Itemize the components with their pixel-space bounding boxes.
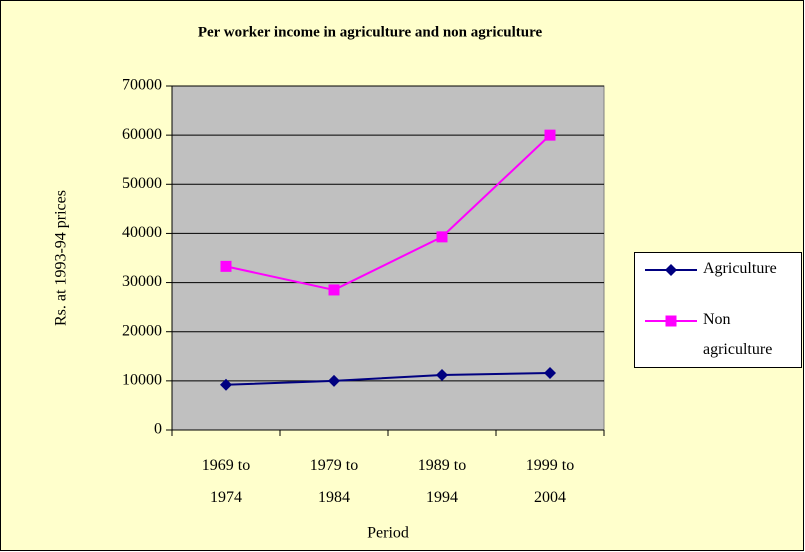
- marker: [665, 264, 677, 276]
- y-tick-label: 60000: [122, 126, 162, 143]
- marker: [436, 231, 448, 243]
- marker: [328, 284, 340, 296]
- x-tick-label: 1999 to 2004: [525, 457, 575, 506]
- x-tick-label: 1979 to 1984: [309, 457, 359, 506]
- x-axis-title: Period: [367, 525, 409, 542]
- legend-box: [634, 252, 802, 368]
- y-tick-label: 20000: [122, 322, 162, 339]
- marker: [328, 374, 340, 387]
- line: [225, 134, 551, 291]
- y-tick-label: 10000: [122, 372, 162, 389]
- y-tick-label: 40000: [122, 224, 162, 241]
- marker: [220, 378, 232, 391]
- legend-label: Agriculture: [703, 260, 777, 277]
- marker: [665, 315, 677, 327]
- marker: [544, 129, 556, 141]
- marker: [220, 260, 232, 272]
- legend-label: Non agriculture: [703, 311, 773, 358]
- chart-title: Per worker income in agriculture and non…: [198, 24, 543, 40]
- marker: [436, 368, 448, 381]
- y-tick-label: 30000: [122, 273, 162, 290]
- x-tick-label: 1969 to 1974: [201, 457, 251, 506]
- x-tick-label: 1989 to 1994: [417, 457, 467, 506]
- y-axis-title: Rs. at 1993-94 prices: [53, 190, 70, 326]
- y-tick-label: 70000: [122, 77, 162, 94]
- line: [225, 371, 551, 386]
- marker: [544, 366, 556, 379]
- y-tick-label: 50000: [122, 175, 162, 192]
- y-tick-label: 0: [154, 421, 162, 438]
